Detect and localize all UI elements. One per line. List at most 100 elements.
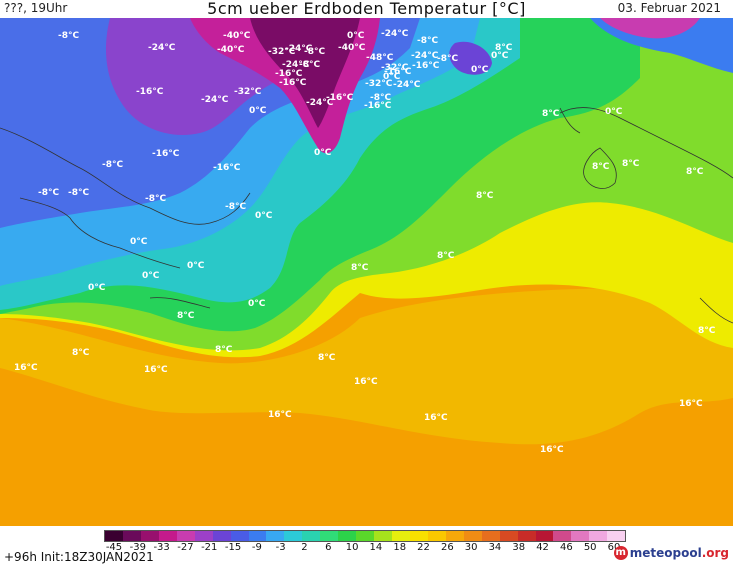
colorbar-swatch [284,531,303,541]
header: ???, 19Uhr 5cm ueber Erdboden Temperatur… [0,0,733,18]
temperature-label: -40°C [223,31,251,41]
temperature-label: -16°C [384,67,412,77]
temperature-label: 16°C [424,413,448,423]
temperature-label: 8°C [495,43,513,53]
temperature-label: -32°C [234,87,262,97]
temperature-label: 16°C [354,377,378,387]
temperature-label: 0°C [314,148,332,158]
temperature-label: 0°C [88,283,106,293]
temperature-label: -32°C [381,63,409,73]
temperature-label: 0°C [249,106,267,116]
colorbar-swatch [427,531,446,541]
colorbar-tick-label: 2 [301,542,308,553]
colorbar-tick-label: 30 [464,542,478,553]
temperature-label: -24°C [201,95,229,105]
temperature-label: 0°C [187,261,205,271]
colorbar-tick-label: 18 [393,542,407,553]
colorbar-swatch [463,531,482,541]
greenland-core-zone [250,18,360,128]
temperature-label: -8°C [58,31,79,41]
temperature-label: 8°C [318,353,336,363]
colorbar-swatch [374,531,392,541]
temperature-label: -24°C [411,51,439,61]
colorbar-tick-label: -15 [224,542,242,553]
colorbar-ticks: -45 -39 -33 -27 -21 -15 -9 -3 2 6 10 14 18 22 26 30 34 38… [104,542,624,554]
colorbar-swatch [194,531,213,541]
colorbar-tick-label: -9 [251,542,262,553]
colorbar-swatch [571,531,590,541]
temperature-label: -16°C [275,69,303,79]
temperature-label: -16°C [326,93,354,103]
temperature-label: -16°C [136,87,164,97]
colorbar-tick-label: 26 [440,542,454,553]
colorbar-swatch [122,531,141,541]
colorbar-swatch [589,531,608,541]
temperature-label: 0°C [255,211,273,221]
temperature-label: 0°C [347,31,365,41]
temperature-colorbar [104,530,626,542]
temperature-label: -24°C [381,29,409,39]
temperature-label: 8°C [686,167,704,177]
temperature-label: -8°C [225,202,246,212]
temperature-label: 8°C [72,348,90,358]
colorbar-swatch [176,531,195,541]
colorbar-swatch [105,531,123,541]
iceland-zone [449,41,492,75]
forecast-time-label: ???, 19Uhr [4,1,68,15]
temperature-label: -40°C [217,45,245,55]
colorbar-tick-label: 60 [607,542,621,553]
temperature-label: -32°C [365,79,393,89]
model-run-label: +96h Init:18Z30JAN2021 [4,550,154,564]
colorbar-swatch [158,531,177,541]
temperature-label: -8°C [299,60,320,70]
temperature-label: 0°C [605,107,623,117]
temperature-label: -8°C [437,54,458,64]
temperature-label: 8°C [177,311,195,321]
colorbar-swatch [248,531,267,541]
temperature-label: -8°C [38,188,59,198]
colorbar-tick-label: 34 [488,542,502,553]
temperature-label: -16°C [279,78,307,88]
colorbar-swatch [481,531,500,541]
colorbar-tick-label: 38 [512,542,526,553]
colorbar-swatch [445,531,464,541]
mild-zone [0,278,733,445]
temperature-label: 16°C [679,399,703,409]
temperature-label: -8°C [417,36,438,46]
logo-icon: m [613,546,628,560]
colorbar-tick-label: 6 [325,542,332,553]
colorbar-tick-label: -21 [201,542,218,553]
temperature-map-canvas: -8°C-24°C-40°C-32°C-40°C-24°C-16°C-8°C-8… [0,18,733,526]
temperature-label: 0°C [383,72,401,82]
temperature-label: 0°C [130,237,148,247]
temperature-label: 8°C [437,251,455,261]
meteopool-logo[interactable]: m meteopool.org [613,546,729,560]
colorbar-swatch [392,531,410,541]
temperature-map: -8°C -24°C -40°C -32°C -40°C -24°C -16°C -8°C -8… [0,18,733,526]
temperature-label: -48°C [366,53,394,63]
colorbar-swatch [266,531,285,541]
temperature-label: 0°C [248,299,266,309]
temperature-label: -24°C [306,98,334,108]
temperature-label: 8°C [698,326,716,336]
temperature-label: -24°C [282,60,310,70]
colorbar-swatch [338,531,357,541]
temperature-label: 16°C [14,363,38,373]
colorbar-tick-label: 10 [345,542,359,553]
temperature-label: 16°C [540,445,564,455]
temperature-label: -24°C [148,43,176,53]
scandinavia-core-zone [600,18,700,39]
forecast-date-label: 03. Februar 2021 [617,1,721,15]
colorbar-swatch [553,531,572,541]
temperature-label: 8°C [476,191,494,201]
colorbar-swatch [409,531,428,541]
footer: -45 -39 -33 -27 -21 -15 -9 -3 2 6 10 14 18 22 26 30 34 38… [0,526,733,566]
temperature-label: -32°C [268,47,296,57]
colorbar-swatch [535,531,554,541]
temperature-label: -16°C [213,163,241,173]
temperature-label: 8°C [351,263,369,273]
temperature-label: 0°C [471,65,489,75]
colorbar-tick-label: -39 [129,542,146,553]
colorbar-tick-label: 42 [536,542,549,553]
colorbar-swatch [499,531,518,541]
